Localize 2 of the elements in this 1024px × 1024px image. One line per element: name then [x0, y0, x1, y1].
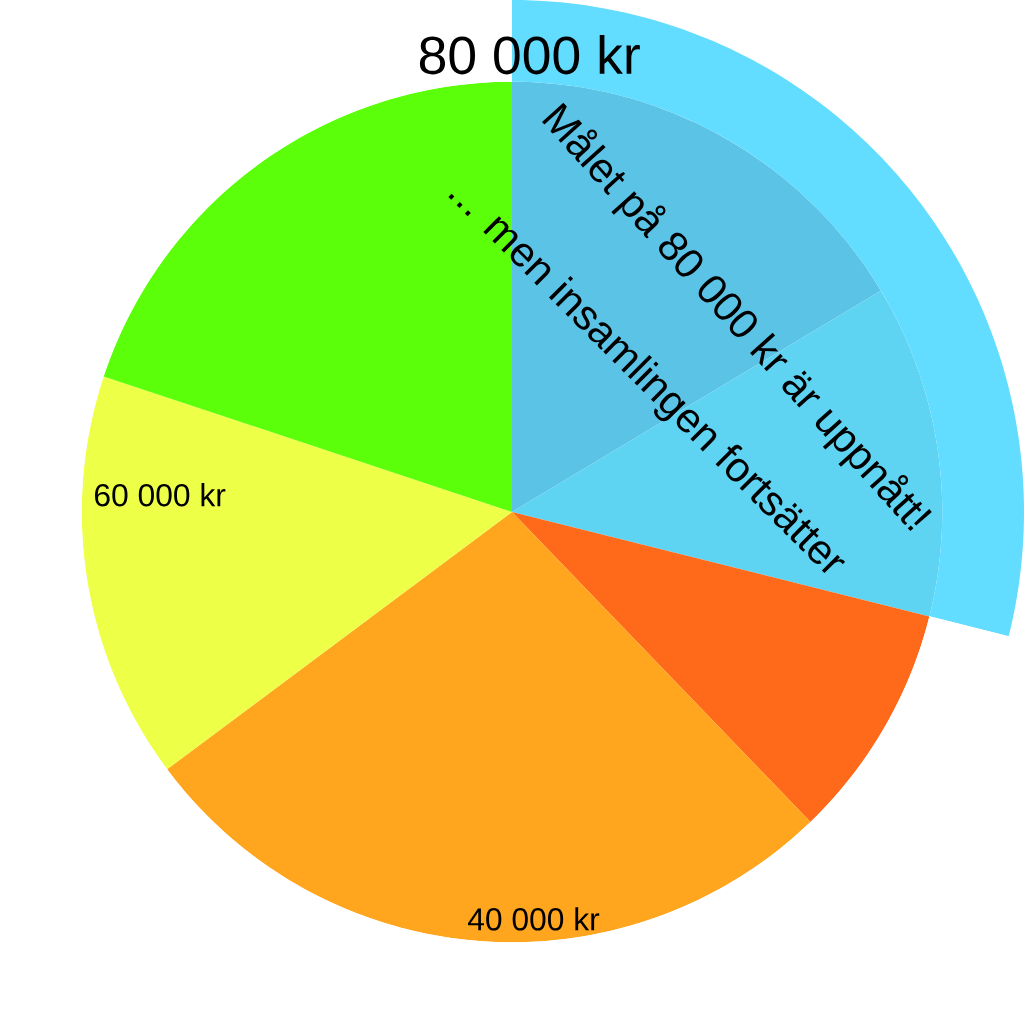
text: 40 000 kr [467, 907, 600, 931]
text: 60 000 kr [95, 483, 226, 507]
